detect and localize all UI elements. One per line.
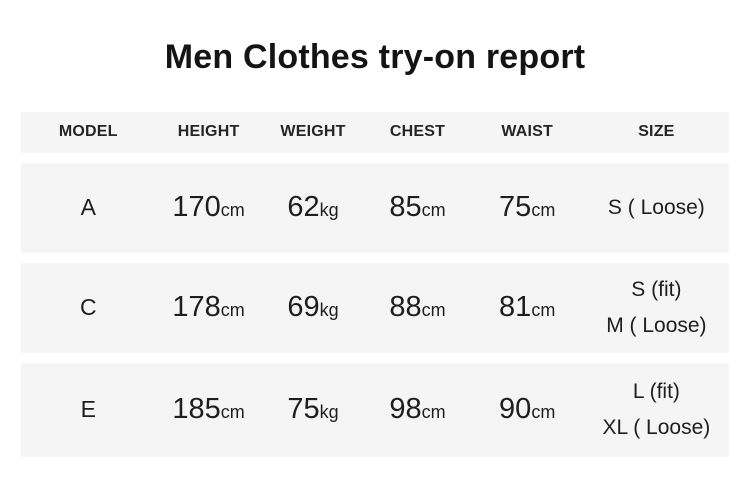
weight-cell: 75kg (262, 393, 365, 426)
chest-cell: 98cm (364, 393, 470, 426)
size-cell: L (fit) XL ( Loose) (584, 374, 729, 446)
size-line: XL ( Loose) (602, 415, 711, 439)
model-value: C (79, 294, 97, 320)
size-cell: S (fit) M ( Loose) (584, 272, 729, 344)
try-on-table: MODEL HEIGHT WEIGHT CHEST WAIST SIZE A 1… (21, 111, 729, 457)
chest-value: 85 (389, 191, 422, 223)
height-value: 178 (172, 291, 221, 323)
table-row-model-c: C 178cm 69kg 88cm 81cm S (fit) M ( Loose… (21, 262, 729, 353)
height-value: 185 (172, 393, 221, 425)
waist-cell: 81cm (471, 291, 584, 324)
weight-cell: 62kg (262, 191, 365, 224)
height-unit: cm (220, 200, 245, 220)
chest-value: 88 (389, 291, 422, 323)
size-line: L (fit) (632, 379, 680, 403)
weight-unit: kg (319, 300, 339, 320)
height-unit: cm (220, 402, 245, 422)
size-line: S (fit) (631, 277, 682, 301)
waist-unit: cm (531, 402, 556, 422)
chest-value: 98 (389, 393, 422, 425)
chest-cell: 88cm (364, 291, 470, 324)
chest-unit: cm (421, 300, 446, 320)
page-title: Men Clothes try-on report (164, 38, 586, 76)
column-header-model: MODEL (58, 123, 118, 140)
weight-unit: kg (319, 402, 339, 422)
size-line: S ( Loose) (607, 195, 705, 219)
model-value: E (80, 396, 96, 422)
height-value: 170 (172, 191, 221, 223)
column-header-height: HEIGHT (177, 123, 240, 140)
height-cell: 178cm (156, 291, 262, 324)
waist-value: 75 (499, 191, 532, 223)
size-cell: S ( Loose) (584, 190, 729, 226)
column-header-size: SIZE (638, 123, 675, 140)
height-cell: 170cm (156, 191, 262, 224)
waist-value: 90 (499, 393, 532, 425)
weight-value: 75 (287, 393, 320, 425)
table-row-model-e: E 185cm 75kg 98cm 90cm L (fit) XL ( Loos… (21, 362, 729, 457)
table-header-row: MODEL HEIGHT WEIGHT CHEST WAIST SIZE (21, 111, 729, 153)
height-unit: cm (220, 300, 245, 320)
chest-unit: cm (421, 200, 446, 220)
weight-value: 62 (287, 191, 320, 223)
column-header-chest: CHEST (389, 123, 446, 140)
chest-cell: 85cm (364, 191, 470, 224)
column-header-waist: WAIST (501, 123, 554, 140)
waist-cell: 90cm (471, 393, 584, 426)
weight-cell: 69kg (262, 291, 365, 324)
size-line: M ( Loose) (606, 313, 707, 337)
waist-unit: cm (531, 200, 556, 220)
weight-value: 69 (287, 291, 320, 323)
chest-unit: cm (421, 402, 446, 422)
waist-value: 81 (499, 291, 532, 323)
model-value: A (80, 194, 96, 220)
waist-unit: cm (531, 300, 556, 320)
weight-unit: kg (319, 200, 339, 220)
column-header-weight: WEIGHT (280, 123, 346, 140)
waist-cell: 75cm (471, 191, 584, 224)
table-row-model-a: A 170cm 62kg 85cm 75cm S ( Loose) (21, 162, 729, 253)
height-cell: 185cm (156, 393, 262, 426)
